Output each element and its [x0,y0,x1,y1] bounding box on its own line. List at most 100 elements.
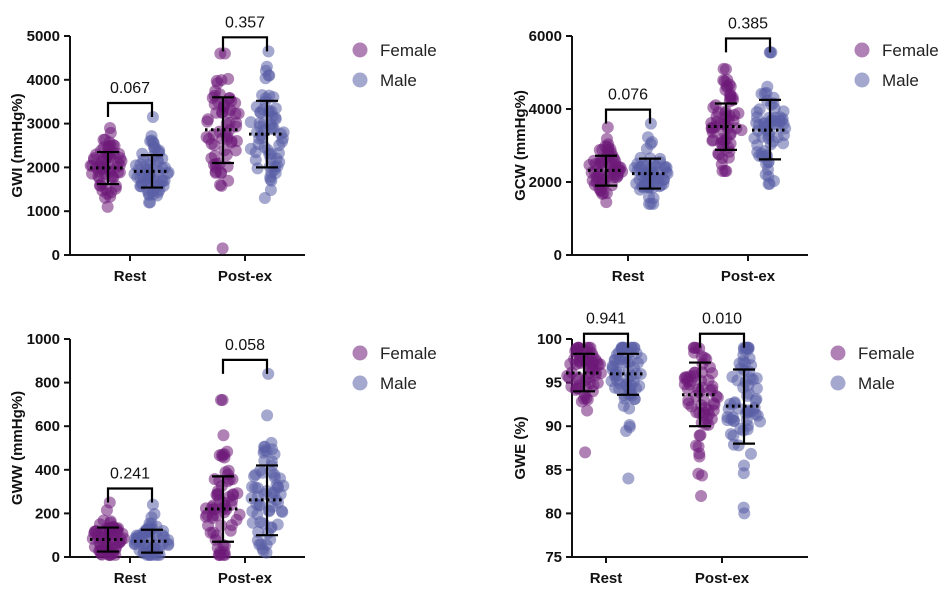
data-point [213,449,226,462]
data-point [258,454,271,467]
data-point [251,482,264,495]
data-point [572,371,585,384]
data-point [218,144,231,157]
y-tick-label: 2000 [27,159,60,176]
data-point [744,447,757,460]
data-point [265,466,278,479]
data-point [244,142,257,155]
data-point [561,369,574,382]
x-tick-label: Post-ex [218,268,273,285]
data-point [644,117,657,130]
data-point [720,165,733,178]
data-point [584,341,597,354]
data-point [738,507,751,520]
data-point [264,533,277,546]
y-tick-label: 800 [35,375,60,392]
data-point [606,360,619,373]
comparison-bracket [698,332,746,348]
data-point [755,87,768,100]
data-point [276,135,289,148]
x-tick-label: Rest [612,268,645,285]
y-tick-label: 100 [537,331,562,348]
legend-marker-male [830,375,846,391]
data-point [695,489,708,502]
p-value-label: 0.010 [702,311,742,328]
y-tick-label: 4000 [529,101,562,118]
data-point [682,397,695,410]
p-value-label: 0.076 [608,87,648,104]
data-point [97,514,110,527]
p-value-label: 0.357 [225,14,265,31]
data-point [209,165,222,178]
data-point [148,508,161,521]
comparison-bracket [221,358,269,374]
data-point [254,120,267,133]
comparison-bracket [106,487,154,503]
panel-gwi: 0 1000 2000 3000 4000 5000 Rest Post-ex GWI (mmH… [9,14,437,285]
data-point [769,117,782,130]
data-point [631,157,644,170]
y-tick-label: 0 [52,549,60,566]
y-tick-label: 0 [52,247,60,264]
data-point [701,412,714,425]
data-point [679,371,692,384]
data-point [224,524,237,537]
data-point [768,102,781,115]
data-point [208,89,221,102]
data-point [219,466,232,479]
legend-marker-male [352,72,368,88]
data-point [724,80,737,93]
data-point [743,405,756,418]
y-tick-label: 85 [545,462,562,479]
data-point [229,144,242,157]
data-point [269,167,282,180]
data-point [727,429,740,442]
data-point [210,509,223,522]
data-point [216,242,229,255]
data-point [751,111,764,124]
legend-label-female: Female [380,344,437,363]
legend-marker-female [352,345,368,361]
y-tick-label: 90 [545,418,562,435]
data-point [103,496,116,509]
comparison-bracket [106,101,154,118]
data-point [222,72,235,85]
comparison-bracket [604,108,652,124]
data-point [218,499,231,512]
data-point [690,439,703,452]
y-tick-label: 600 [35,418,60,435]
legend-marker-male [854,72,870,88]
data-point [661,167,674,180]
data-point [218,548,231,561]
p-value-label: 0.067 [110,80,150,97]
data-point [589,369,602,382]
data-point [151,154,164,167]
data-point [696,381,709,394]
data-point [230,513,243,526]
data-point [262,367,275,380]
panel-gww: 0 200 400 600 800 1000 Rest Post-ex GWW (mmHg%) 0… [9,331,437,587]
data-point [712,106,725,119]
data-point [268,486,281,499]
data-point [162,537,175,550]
data-point [569,383,582,396]
data-point [217,429,230,442]
data-point [86,159,99,172]
data-point [244,116,257,129]
y-tick-label: 0 [554,247,562,264]
x-tick-label: Rest [114,268,147,285]
data-point [746,373,759,386]
legend-label-male: Male [380,71,417,90]
data-point [215,480,228,493]
p-value-label: 0.385 [728,15,768,32]
data-point [706,126,719,139]
data-point [227,488,240,501]
data-point [265,436,278,449]
comparison-bracket [582,332,630,348]
data-point [214,178,227,191]
data-point [101,200,114,213]
y-axis-title: GWI (mmHg%) [9,93,26,197]
y-tick-label: 2000 [529,174,562,191]
data-point [95,162,108,175]
x-tick-label: Post-ex [218,570,273,587]
